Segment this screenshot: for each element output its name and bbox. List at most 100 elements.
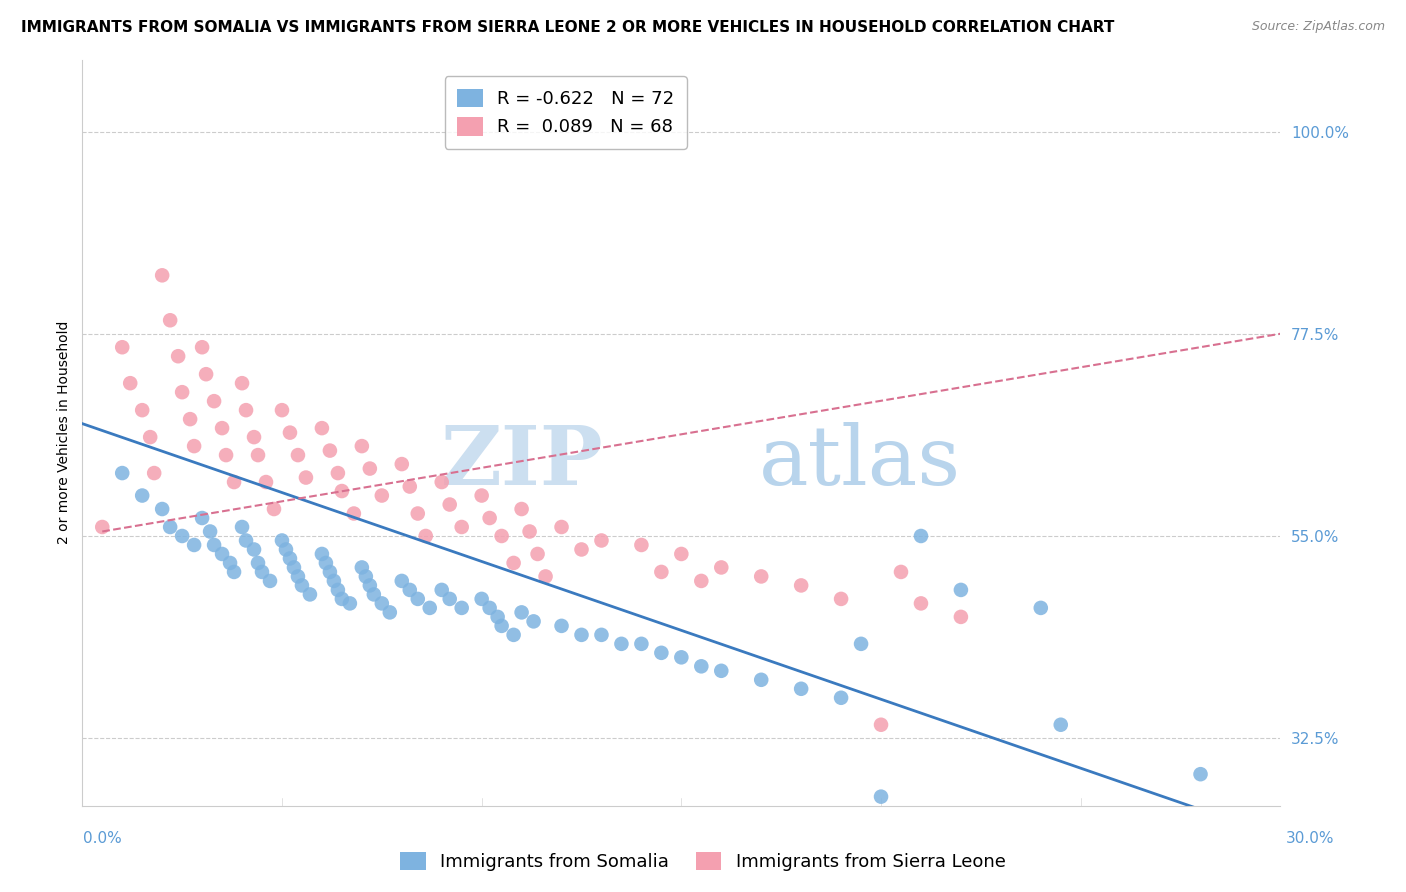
- Point: [191, 511, 214, 525]
- Point: [311, 547, 333, 561]
- Point: [222, 475, 245, 489]
- Point: [491, 619, 513, 633]
- Point: [271, 403, 294, 417]
- Point: [890, 565, 912, 579]
- Point: [235, 403, 257, 417]
- Point: [172, 529, 194, 543]
- Point: [510, 502, 533, 516]
- Point: [650, 565, 672, 579]
- Point: [283, 560, 305, 574]
- Point: [910, 596, 932, 610]
- Point: [278, 425, 301, 440]
- Point: [1189, 767, 1212, 781]
- Point: [350, 560, 373, 574]
- Point: [183, 439, 205, 453]
- Point: [363, 587, 385, 601]
- Point: [287, 569, 309, 583]
- Point: [591, 533, 613, 548]
- Point: [630, 538, 652, 552]
- Point: [359, 578, 381, 592]
- Point: [326, 466, 349, 480]
- Point: [502, 628, 524, 642]
- Point: [359, 461, 381, 475]
- Point: [235, 533, 257, 548]
- Point: [523, 615, 546, 629]
- Text: 30.0%: 30.0%: [1286, 831, 1334, 847]
- Point: [406, 507, 429, 521]
- Point: [274, 542, 297, 557]
- Point: [311, 421, 333, 435]
- Point: [183, 538, 205, 552]
- Point: [247, 556, 270, 570]
- Point: [671, 650, 693, 665]
- Point: [259, 574, 281, 588]
- Point: [910, 529, 932, 543]
- Y-axis label: 2 or more Vehicles in Household: 2 or more Vehicles in Household: [58, 321, 72, 544]
- Point: [222, 565, 245, 579]
- Point: [830, 690, 852, 705]
- Text: 0.0%: 0.0%: [83, 831, 122, 847]
- Point: [167, 349, 190, 363]
- Point: [131, 489, 153, 503]
- Point: [343, 507, 366, 521]
- Point: [295, 470, 318, 484]
- Point: [211, 547, 233, 561]
- Point: [202, 394, 225, 409]
- Point: [291, 578, 314, 592]
- Point: [215, 448, 238, 462]
- Point: [439, 498, 461, 512]
- Point: [330, 591, 353, 606]
- Point: [519, 524, 541, 539]
- Point: [486, 610, 509, 624]
- Point: [630, 637, 652, 651]
- Point: [450, 520, 472, 534]
- Point: [430, 475, 453, 489]
- Point: [191, 340, 214, 354]
- Text: Source: ZipAtlas.com: Source: ZipAtlas.com: [1251, 20, 1385, 33]
- Point: [159, 520, 181, 534]
- Point: [371, 489, 394, 503]
- Point: [550, 619, 572, 633]
- Point: [254, 475, 277, 489]
- Point: [749, 569, 772, 583]
- Point: [371, 596, 394, 610]
- Point: [131, 403, 153, 417]
- Point: [263, 502, 285, 516]
- Point: [710, 560, 733, 574]
- Point: [690, 574, 713, 588]
- Point: [870, 717, 893, 731]
- Point: [430, 582, 453, 597]
- Legend: Immigrants from Somalia, Immigrants from Sierra Leone: Immigrants from Somalia, Immigrants from…: [394, 845, 1012, 879]
- Legend: R = -0.622   N = 72, R =  0.089   N = 68: R = -0.622 N = 72, R = 0.089 N = 68: [444, 76, 688, 149]
- Text: ZIP: ZIP: [441, 423, 603, 502]
- Point: [111, 466, 134, 480]
- Point: [749, 673, 772, 687]
- Point: [198, 524, 221, 539]
- Point: [690, 659, 713, 673]
- Point: [510, 606, 533, 620]
- Point: [179, 412, 201, 426]
- Point: [350, 439, 373, 453]
- Point: [1029, 600, 1052, 615]
- Point: [250, 565, 273, 579]
- Text: IMMIGRANTS FROM SOMALIA VS IMMIGRANTS FROM SIERRA LEONE 2 OR MORE VEHICLES IN HO: IMMIGRANTS FROM SOMALIA VS IMMIGRANTS FR…: [21, 20, 1115, 35]
- Point: [243, 542, 266, 557]
- Point: [195, 368, 218, 382]
- Point: [610, 637, 633, 651]
- Point: [319, 565, 342, 579]
- Point: [870, 789, 893, 804]
- Point: [391, 457, 413, 471]
- Point: [247, 448, 270, 462]
- Point: [710, 664, 733, 678]
- Point: [406, 591, 429, 606]
- Point: [271, 533, 294, 548]
- Point: [391, 574, 413, 588]
- Point: [231, 376, 253, 391]
- Point: [326, 582, 349, 597]
- Point: [526, 547, 548, 561]
- Point: [278, 551, 301, 566]
- Point: [298, 587, 321, 601]
- Point: [471, 591, 494, 606]
- Point: [415, 529, 437, 543]
- Point: [139, 430, 162, 444]
